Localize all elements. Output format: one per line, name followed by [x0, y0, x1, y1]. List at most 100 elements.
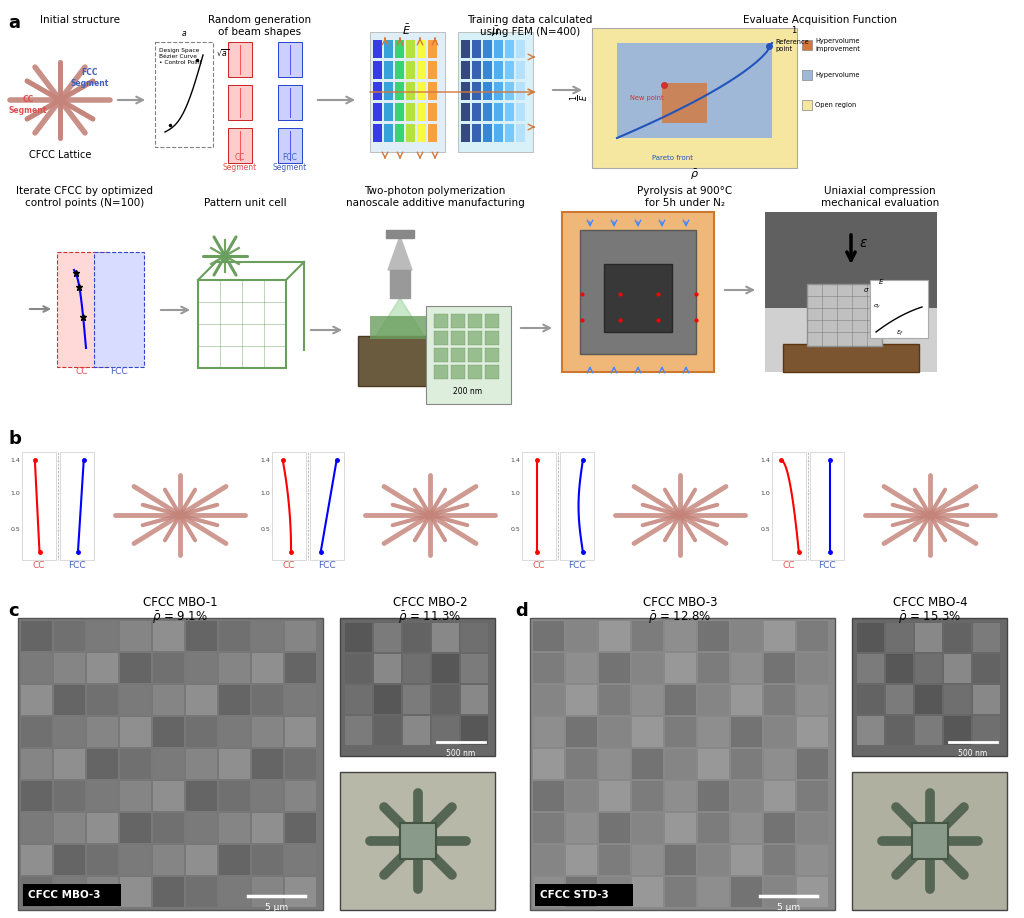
Bar [534, 813, 564, 843]
Text: $\sigma_y$: $\sigma_y$ [873, 303, 882, 312]
Text: 1.0: 1.0 [510, 490, 520, 496]
Bar [516, 103, 525, 121]
Bar [461, 654, 488, 683]
Text: $\varepsilon_f$: $\varepsilon_f$ [896, 329, 904, 338]
Bar [390, 270, 410, 298]
Bar [22, 749, 52, 779]
Bar [783, 344, 919, 372]
Bar [698, 845, 729, 875]
Text: CFCC MBO-1: CFCC MBO-1 [142, 596, 217, 609]
Bar [566, 749, 597, 779]
Bar [802, 70, 812, 80]
Bar [54, 813, 85, 843]
Bar [530, 618, 835, 910]
Bar [461, 623, 488, 652]
Bar [285, 877, 316, 907]
Bar [857, 685, 884, 714]
Bar [451, 348, 465, 362]
Bar [857, 623, 884, 652]
Bar [797, 813, 828, 843]
Bar [153, 781, 184, 811]
Bar [87, 877, 118, 907]
Bar [731, 781, 762, 811]
Bar [485, 365, 499, 379]
Bar [403, 654, 430, 683]
Bar [345, 685, 372, 714]
Bar [944, 623, 971, 652]
Bar [566, 717, 597, 747]
Bar [285, 845, 316, 875]
Bar [731, 845, 762, 875]
Bar [731, 685, 762, 715]
Bar [310, 452, 344, 560]
Bar [252, 781, 283, 811]
Bar [944, 654, 971, 683]
Bar [252, 653, 283, 683]
Bar [252, 813, 283, 843]
Bar [483, 61, 492, 79]
Bar [560, 452, 594, 560]
Bar [797, 653, 828, 683]
Bar [54, 653, 85, 683]
Text: $\bar{\rho}$ = 15.3%: $\bar{\rho}$ = 15.3% [898, 610, 962, 626]
Bar [340, 618, 495, 756]
Bar [120, 717, 151, 747]
Bar [494, 103, 503, 121]
Bar [198, 280, 286, 368]
Text: 0.5: 0.5 [10, 527, 20, 532]
Bar [852, 618, 1007, 756]
Bar [665, 781, 696, 811]
Bar [599, 653, 630, 683]
Bar [698, 717, 729, 747]
Bar [22, 452, 56, 560]
Polygon shape [388, 236, 412, 270]
Text: $\bar{\rho}$ = 12.8%: $\bar{\rho}$ = 12.8% [648, 610, 712, 626]
Bar [340, 772, 495, 910]
Bar [153, 813, 184, 843]
Bar [632, 749, 663, 779]
Bar [451, 331, 465, 345]
Bar [973, 685, 1000, 714]
Text: FCC: FCC [318, 561, 336, 570]
Bar [428, 40, 437, 58]
Bar [22, 813, 52, 843]
Text: CC: CC [782, 561, 796, 570]
Bar [665, 685, 696, 715]
Bar [87, 749, 118, 779]
Bar [54, 717, 85, 747]
Bar [186, 717, 217, 747]
Text: Two-photon polymerization
nanoscale additive manufacturing: Two-photon polymerization nanoscale addi… [346, 186, 524, 208]
Bar [54, 845, 85, 875]
Bar [534, 749, 564, 779]
Text: 500 nm: 500 nm [446, 749, 475, 758]
Bar [566, 621, 597, 651]
Bar [18, 618, 323, 910]
Bar [345, 654, 372, 683]
Bar [155, 42, 213, 147]
Bar [428, 124, 437, 142]
Bar [278, 128, 302, 163]
Bar [797, 781, 828, 811]
Bar [153, 749, 184, 779]
Bar [494, 61, 503, 79]
Text: Reference
point: Reference point [775, 39, 809, 52]
Bar [120, 685, 151, 715]
Text: $a$: $a$ [181, 29, 187, 38]
Bar [22, 685, 52, 715]
Bar [665, 749, 696, 779]
Bar [374, 716, 401, 745]
Bar [432, 654, 459, 683]
Text: 1.0: 1.0 [10, 490, 20, 496]
Bar [797, 685, 828, 715]
Bar [632, 653, 663, 683]
Bar [915, 654, 942, 683]
Bar [632, 781, 663, 811]
Bar [461, 124, 470, 142]
Bar [120, 749, 151, 779]
Text: 0.5: 0.5 [760, 527, 770, 532]
Bar [599, 717, 630, 747]
Bar [599, 781, 630, 811]
Bar [120, 781, 151, 811]
Bar [432, 623, 459, 652]
Bar [472, 82, 481, 100]
